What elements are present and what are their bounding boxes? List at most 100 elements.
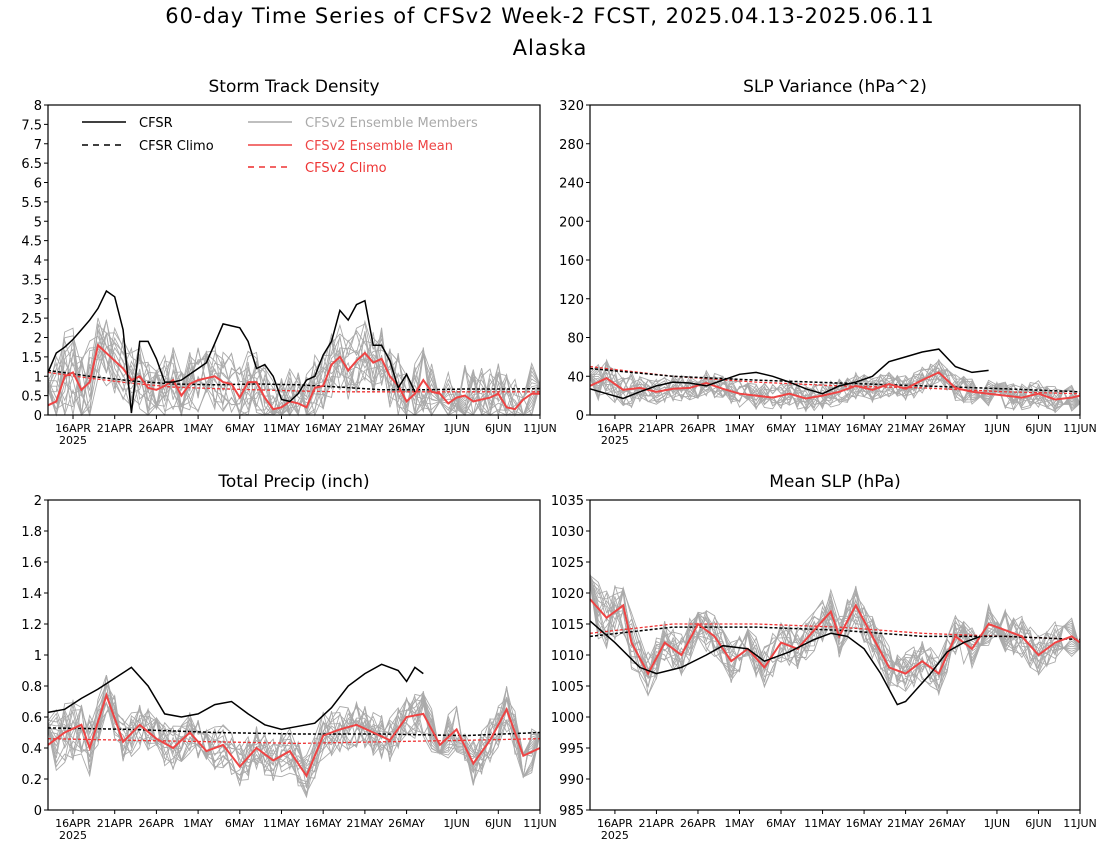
y-tick-label: 995	[559, 742, 584, 757]
y-tick-label: 3	[34, 293, 42, 308]
x-tick-label: 16MAY	[305, 817, 342, 830]
cfsr-climo-line	[589, 626, 1081, 641]
cfsr-line	[589, 348, 989, 400]
y-tick-label: 8	[34, 99, 42, 114]
legend-label-cfsr: CFSR	[139, 116, 173, 131]
x-tick-label: 26MAY	[388, 422, 425, 435]
panel-2: SLP Variance (hPa^2) 0 40 80 120 160 200 240 280…	[559, 77, 1097, 447]
x-tick-label: 11JUN	[1063, 422, 1097, 435]
x-tick-label: 1MAY	[183, 422, 213, 435]
x-tick-label: 26MAY	[929, 422, 966, 435]
plot-frame	[47, 104, 541, 416]
panel-4: Mean SLP (hPa) 985 990 995 1000 1005 1010 1015 1…	[551, 472, 1097, 842]
x-tick-label: 21MAY	[887, 422, 924, 435]
panel-title: SLP Variance (hPa^2)	[743, 77, 927, 97]
x-tick-label: 11MAY	[263, 817, 300, 830]
x-tick-label: 26MAY	[388, 817, 425, 830]
y-tick-label: 7.5	[21, 118, 42, 133]
x-year-label: 2025	[59, 434, 87, 447]
x-tick-label: 1JUN	[443, 817, 470, 830]
y-tick-label: 1030	[551, 525, 584, 540]
x-tick-label: 21MAY	[346, 817, 383, 830]
y-tick-label: 40	[567, 370, 584, 385]
ensemble-member-line	[47, 675, 541, 797]
ensemble-member-line	[589, 358, 1081, 409]
y-tick-label: 2	[34, 332, 42, 347]
panel-1: Storm Track Density 0 0.5 1 1.5 2 2.5 3 3.5 4 4.5 5…	[21, 77, 556, 447]
plot-frame	[589, 104, 1081, 416]
legend-label-cfsv2-climo: CFSv2 Climo	[305, 161, 387, 176]
y-tick-label: 1.5	[21, 351, 42, 366]
y-tick-label: 4	[34, 254, 42, 269]
panel-3: Total Precip (inch) 0 0.2 0.4 0.6 0.8 1 1.2 1.4 1…	[21, 472, 556, 842]
ens-mean-line	[47, 343, 540, 411]
cfsr-line	[47, 663, 424, 731]
x-year-label: 2025	[59, 829, 87, 842]
y-tick-label: 0.6	[21, 711, 42, 726]
y-tick-label: 4.5	[21, 235, 42, 250]
x-tick-label: 1MAY	[725, 817, 755, 830]
y-tick-label: 240	[559, 177, 584, 192]
x-tick-label: 21APR	[97, 817, 133, 830]
ensemble-member-line	[47, 683, 541, 777]
x-tick-label: 21MAY	[346, 422, 383, 435]
y-tick-label: 1020	[551, 587, 584, 602]
ensemble-member-line	[47, 323, 541, 417]
cfsr-climo-line	[47, 727, 541, 737]
y-tick-label: 0	[576, 409, 584, 424]
x-tick-label: 1JUN	[443, 422, 470, 435]
legend-label-cfsr-climo: CFSR Climo	[139, 139, 214, 154]
y-tick-label: 120	[559, 293, 584, 308]
y-tick-label: 6.5	[21, 157, 42, 172]
y-tick-label: 1.2	[21, 618, 42, 633]
x-tick-label: 16MAY	[846, 422, 883, 435]
y-tick-label: 200	[559, 215, 584, 230]
y-tick-label: 0.2	[21, 773, 42, 788]
y-tick-label: 985	[559, 804, 584, 819]
y-tick-label: 1010	[551, 649, 584, 664]
y-tick-label: 1.6	[21, 556, 42, 571]
y-tick-label: 320	[559, 99, 584, 114]
ensemble-member-line	[47, 323, 541, 417]
x-tick-label: 16APR	[597, 422, 633, 435]
x-tick-label: 11MAY	[263, 422, 300, 435]
ens-mean-line	[47, 692, 541, 779]
y-tick-label: 280	[559, 138, 584, 153]
ensemble-member-line	[589, 584, 1081, 690]
cfsr-climo-line	[47, 369, 541, 391]
y-tick-label: 1025	[551, 556, 584, 571]
figure-title: 60-day Time Series of CFSv2 Week-2 FCST,…	[165, 4, 935, 28]
x-tick-label: 26APR	[680, 817, 716, 830]
cfsv2-climo-line	[47, 738, 541, 745]
x-tick-label: 21APR	[639, 422, 675, 435]
x-tick-label: 1JUN	[984, 422, 1011, 435]
y-tick-label: 80	[567, 332, 584, 347]
x-tick-label: 16MAY	[846, 817, 883, 830]
x-tick-label: 26MAY	[929, 817, 966, 830]
ensemble-member-line	[47, 323, 541, 417]
x-tick-label: 26APR	[139, 817, 175, 830]
y-tick-label: 5	[34, 215, 42, 230]
x-tick-label: 11MAY	[804, 817, 841, 830]
y-tick-label: 1	[34, 370, 42, 385]
y-tick-label: 1000	[551, 711, 584, 726]
x-tick-label: 26APR	[139, 422, 175, 435]
cfsr-line	[589, 620, 981, 706]
y-tick-label: 1005	[551, 680, 584, 695]
figure-subtitle: Alaska	[512, 36, 588, 60]
y-tick-label: 0	[34, 409, 42, 424]
plot-frame	[47, 499, 541, 811]
y-tick-label: 5.5	[21, 196, 42, 211]
x-year-label: 2025	[601, 829, 629, 842]
x-year-label: 2025	[601, 434, 629, 447]
y-tick-label: 0	[34, 804, 42, 819]
legend-label-ens-mean: CFSv2 Ensemble Mean	[305, 139, 453, 154]
x-tick-label: 21APR	[97, 422, 133, 435]
y-tick-label: 1035	[551, 494, 584, 509]
x-tick-label: 16APR	[55, 422, 91, 435]
plot-frame	[589, 499, 1081, 811]
x-tick-label: 6JUN	[485, 817, 512, 830]
x-tick-label: 1MAY	[183, 817, 213, 830]
